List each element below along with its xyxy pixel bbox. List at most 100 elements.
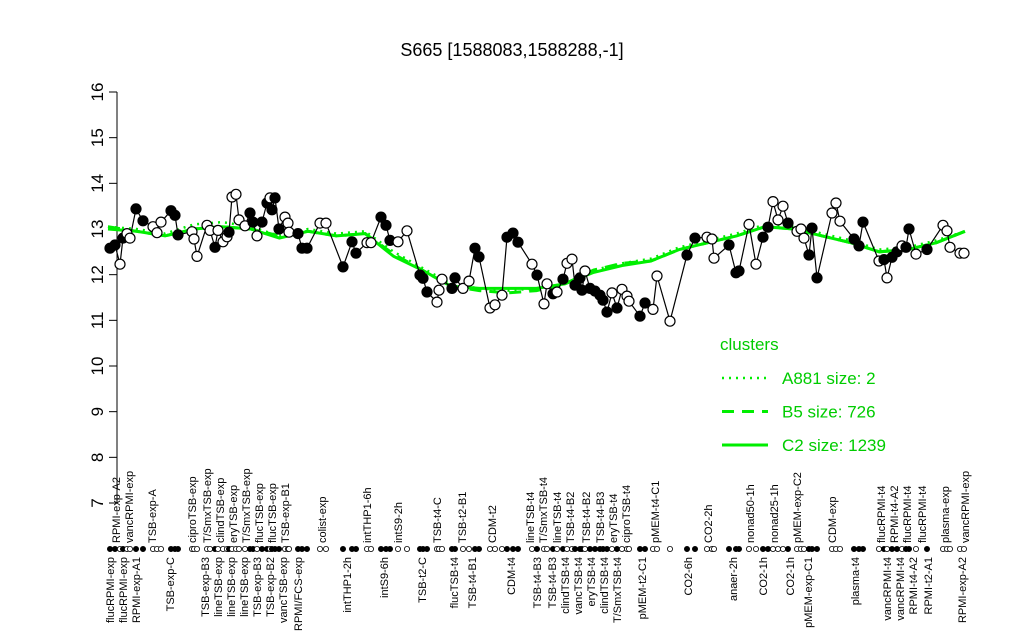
marker-open — [609, 546, 616, 553]
marker-filled — [112, 546, 119, 553]
marker-filled — [352, 546, 359, 553]
data-point-filled — [903, 223, 915, 235]
data-point-filled — [380, 219, 392, 231]
x-tick-label-top: T/SmxTSB-t4 — [538, 477, 550, 543]
data-point-open — [767, 196, 779, 208]
data-point-filled — [266, 204, 278, 216]
marker-filled — [592, 546, 599, 553]
data-point-open — [566, 253, 578, 265]
marker-filled — [386, 546, 393, 553]
marker-filled — [924, 546, 931, 553]
data-point-filled — [601, 306, 613, 318]
marker-filled — [614, 546, 621, 553]
x-tick-label-bottom: TSB-exp-C — [165, 557, 177, 611]
x-tick-label-bottom: TSB-t2-C — [417, 557, 429, 603]
data-point-open — [151, 227, 163, 239]
data-point-open — [230, 188, 242, 200]
marker-filled — [275, 546, 282, 553]
x-tick-label-top: RPMI-t4-A2 — [889, 486, 901, 543]
y-tick-label: 8 — [88, 453, 107, 462]
data-point-open — [623, 295, 635, 307]
data-point-open — [365, 237, 377, 249]
marker-open — [367, 546, 374, 553]
x-tick-label-top: nonad50-1h — [745, 484, 757, 543]
x-tick-label-bottom: pMEM-exp-C1 — [803, 557, 815, 628]
marker-filled — [889, 546, 896, 553]
marker-filled — [765, 546, 772, 553]
marker-open — [913, 546, 920, 553]
y-tick-label: 10 — [88, 357, 107, 376]
data-point-filled — [109, 239, 121, 251]
data-point-filled — [531, 269, 543, 281]
marker-filled — [851, 546, 858, 553]
data-point-filled — [689, 232, 701, 244]
marker-filled — [760, 546, 767, 553]
marker-open — [554, 546, 561, 553]
marker-open — [127, 546, 134, 553]
legend-entry: A881 size: 2 — [782, 369, 876, 388]
x-tick-label-top: TSB-exp-B1 — [280, 483, 292, 543]
x-tick-label-bottom: RPMI/FCS-exp — [293, 557, 305, 631]
x-tick-label-top: flucRPMI-t4 — [902, 486, 914, 543]
data-point-filled — [757, 231, 769, 243]
x-tick-label-top: T/SmxTSB-exp — [202, 468, 214, 543]
marker-filled — [894, 546, 901, 553]
data-point-filled — [375, 211, 387, 223]
x-tick-label-bottom: pMEM-t2-C1 — [637, 557, 649, 619]
x-tick-label-bottom: vancRPMI-t4 — [882, 557, 894, 621]
marker-open — [529, 546, 536, 553]
x-tick-label-top: nonad25-1h — [769, 484, 781, 543]
marker-open — [465, 546, 472, 553]
data-point-open — [834, 215, 846, 227]
data-point-filled — [209, 241, 221, 253]
marker-filled — [637, 546, 644, 553]
x-tick-label-top: TSB-t4-B2 — [581, 492, 593, 543]
marker-open — [394, 546, 401, 553]
data-point-filled — [611, 302, 623, 314]
y-axis-ticks: 7 8 9 10 11 12 13 14 15 16 — [88, 83, 117, 508]
marker-filled — [451, 546, 458, 553]
data-point-open — [651, 270, 663, 282]
data-point-filled — [301, 242, 313, 254]
x-tick-label-top: flucRPMI-t4 — [876, 486, 888, 543]
data-point-filled — [137, 215, 149, 227]
x-tick-label-bottom: flucRPMI-exp — [118, 557, 130, 623]
data-point-open — [489, 299, 501, 311]
marker-open — [626, 546, 633, 553]
data-point-open — [606, 287, 618, 299]
marker-filled — [642, 546, 649, 553]
marker-open — [206, 546, 213, 553]
data-point-filled — [269, 192, 281, 204]
x-tick-label-top: plasma-exp — [940, 486, 952, 543]
x-tick-label-bottom: RPMI-exp-A2 — [957, 557, 969, 623]
legend-entry: B5 size: 726 — [782, 403, 876, 422]
marker-filled — [509, 546, 516, 553]
data-point-open — [777, 200, 789, 212]
x-tick-label-bottom: flucTSB-t4 — [449, 557, 461, 608]
marker-open — [876, 546, 883, 553]
x-tick-label-bottom: lineTSB-exp — [226, 557, 238, 617]
data-point-open — [526, 258, 538, 270]
data-point-filled — [857, 216, 869, 228]
data-point-open — [647, 303, 659, 315]
x-tick-label-top: clindTSB-exp — [215, 478, 227, 543]
marker-filled — [692, 546, 699, 553]
x-tick-label-top: pMEM-t4-C1 — [650, 481, 662, 543]
data-point-open — [579, 265, 591, 277]
x-tick-label-bottom: lineTSB-exp — [213, 557, 225, 617]
marker-open — [667, 546, 674, 553]
marker-filled — [132, 546, 139, 553]
data-point-filled — [169, 209, 181, 221]
data-point-filled — [639, 297, 651, 309]
marker-open — [214, 546, 221, 553]
x-tick-label-top: TSB-t4-B3 — [595, 492, 607, 543]
marker-filled — [860, 546, 867, 553]
x-tick-label-top: CDM-exp — [827, 497, 839, 543]
marker-open — [157, 546, 164, 553]
x-tick-label-bottom: eryTSB-t4 — [586, 557, 598, 607]
x-tick-label-top: eryTSB-exp — [228, 485, 240, 543]
data-point-filled — [681, 249, 693, 261]
data-point-open — [282, 217, 294, 229]
marker-open — [316, 546, 323, 553]
x-tick-label-bottom: TSB-t4-B1 — [467, 557, 479, 608]
